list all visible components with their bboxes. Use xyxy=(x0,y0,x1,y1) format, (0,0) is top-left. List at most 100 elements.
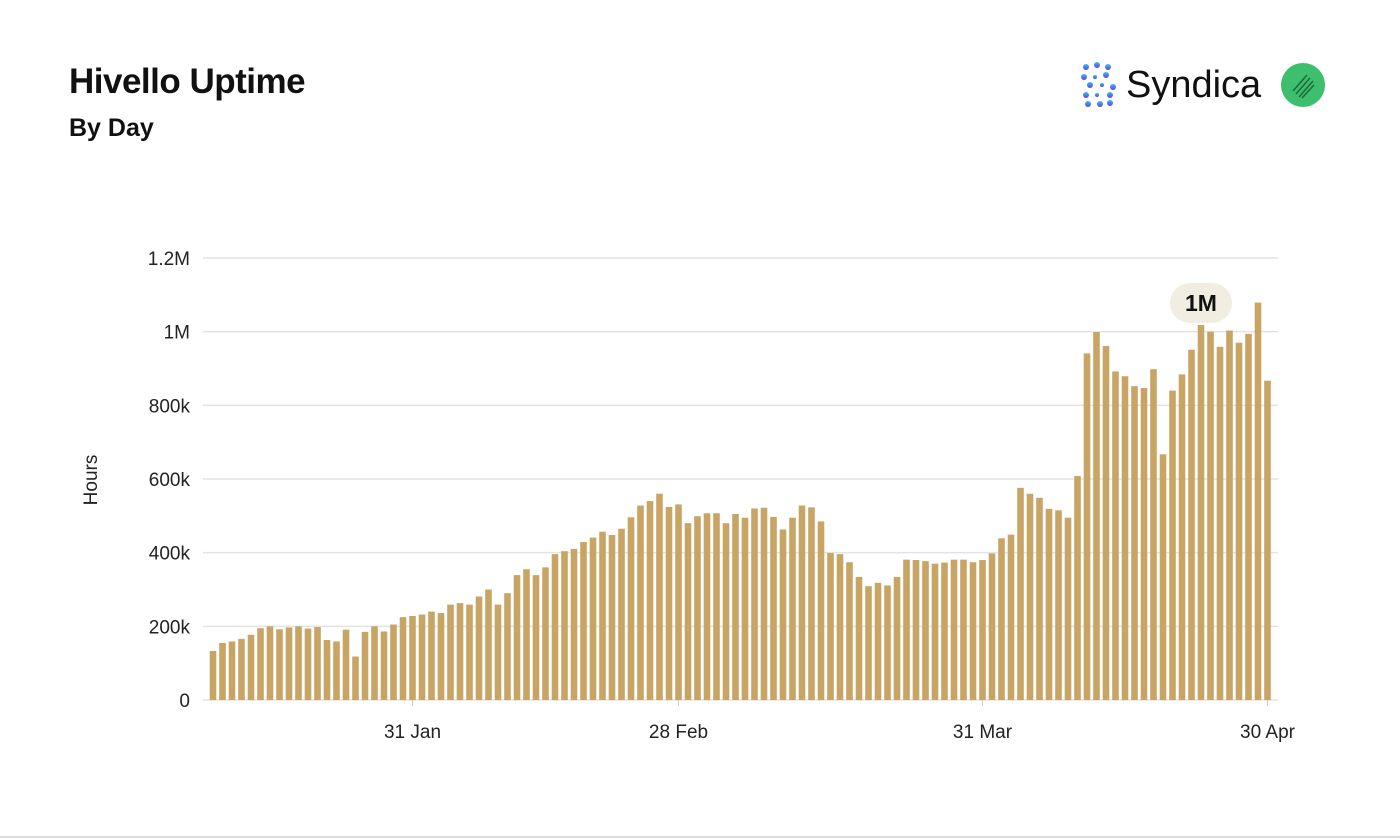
bar xyxy=(257,628,264,700)
bar xyxy=(466,604,473,700)
bar xyxy=(352,656,359,700)
bar xyxy=(1007,534,1015,700)
annotation-label: 1M xyxy=(1185,290,1217,316)
bar xyxy=(694,516,701,700)
bar xyxy=(1140,388,1148,700)
bar xyxy=(475,596,483,700)
x-tick-label: 30 Apr xyxy=(1240,722,1296,743)
bar xyxy=(513,575,521,700)
bar xyxy=(1083,353,1091,700)
bar xyxy=(542,567,549,700)
bar xyxy=(447,604,454,700)
bar xyxy=(637,505,644,700)
bar xyxy=(1159,454,1167,700)
bar xyxy=(846,562,853,700)
syndica-logo: Syndica xyxy=(1080,62,1261,108)
bar xyxy=(713,513,720,700)
bar xyxy=(1045,508,1053,700)
bar xyxy=(656,493,663,700)
chart-title: Hivello Uptime xyxy=(69,62,306,101)
bar xyxy=(504,593,511,700)
y-tick-label: 400k xyxy=(149,544,191,565)
bar xyxy=(1235,342,1243,700)
bar xyxy=(608,534,616,700)
bar xyxy=(618,528,625,700)
bar xyxy=(570,548,578,700)
bar xyxy=(561,551,568,700)
y-tick-label: 800k xyxy=(149,396,191,417)
bar xyxy=(950,559,958,700)
x-tick-label: 31 Jan xyxy=(384,722,441,743)
bar xyxy=(675,504,682,700)
bar xyxy=(1178,374,1186,700)
bar xyxy=(580,541,587,700)
bar xyxy=(209,651,217,700)
bar xyxy=(665,506,673,700)
y-tick-label: 1M xyxy=(164,323,190,344)
bar xyxy=(456,603,464,700)
bar xyxy=(760,507,768,700)
bar xyxy=(646,501,654,700)
bar xyxy=(969,562,977,700)
bar xyxy=(399,617,407,700)
y-axis-label: Hours xyxy=(81,455,102,506)
bar xyxy=(1131,386,1138,700)
bar xyxy=(418,614,426,700)
bar xyxy=(808,507,815,700)
bar xyxy=(219,642,226,700)
bar xyxy=(409,616,416,700)
bar xyxy=(855,576,863,700)
bar xyxy=(798,505,806,700)
bar xyxy=(931,563,939,700)
bar xyxy=(1102,346,1110,700)
x-tick-label: 31 Mar xyxy=(953,722,1013,743)
bar xyxy=(523,569,530,700)
bar xyxy=(532,575,540,700)
bar xyxy=(1188,349,1195,700)
y-tick-label: 0 xyxy=(179,691,190,712)
bar xyxy=(304,628,312,700)
bar xyxy=(732,513,739,700)
bar xyxy=(988,553,996,700)
bar xyxy=(1245,333,1252,700)
bar xyxy=(960,559,967,700)
bar xyxy=(1169,390,1176,700)
bar xyxy=(893,576,901,700)
chart-subtitle: By Day xyxy=(69,114,154,142)
bar xyxy=(380,631,388,700)
bar xyxy=(228,641,236,700)
y-tick-label: 600k xyxy=(149,470,191,491)
bar xyxy=(323,639,331,700)
y-tick-label: 1.2M xyxy=(148,249,190,270)
hivello-badge-icon xyxy=(1281,63,1325,107)
bar xyxy=(836,554,844,700)
bar xyxy=(1055,510,1062,700)
bar xyxy=(1254,302,1262,700)
bar xyxy=(589,537,597,700)
bar xyxy=(437,613,445,700)
syndica-dots-logo-icon xyxy=(1081,62,1116,107)
bar xyxy=(361,631,369,700)
bar xyxy=(903,559,910,700)
bar xyxy=(1074,476,1081,700)
bar xyxy=(342,629,350,700)
bar xyxy=(1216,346,1224,700)
bar xyxy=(1093,332,1100,700)
divider xyxy=(0,836,1400,838)
bar xyxy=(684,523,692,700)
bar xyxy=(285,627,293,700)
bar xyxy=(751,508,758,700)
bar xyxy=(266,626,274,700)
bar xyxy=(922,561,929,700)
brand-name: Syndica xyxy=(1126,63,1262,106)
bar xyxy=(1264,380,1271,700)
bar xyxy=(874,582,882,700)
bar xyxy=(1226,330,1233,700)
bar xyxy=(1207,331,1214,700)
bar xyxy=(865,586,872,700)
bar xyxy=(371,626,378,700)
bar xyxy=(276,629,283,700)
bar xyxy=(884,585,891,700)
bar xyxy=(627,517,635,700)
bar xyxy=(912,560,920,700)
